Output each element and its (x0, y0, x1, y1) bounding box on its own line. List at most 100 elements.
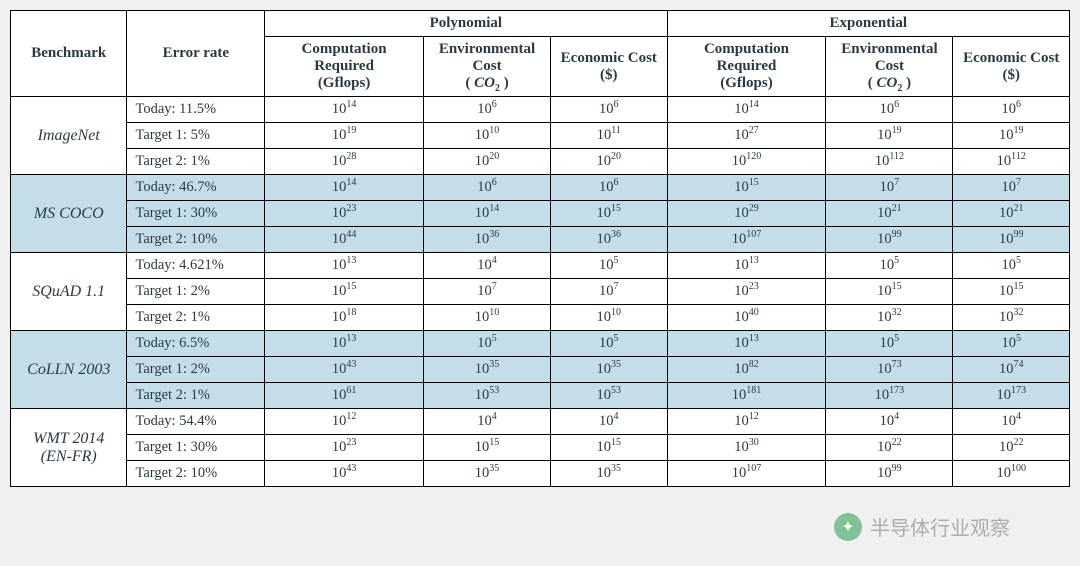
header-error-rate: Error rate (127, 11, 265, 97)
exp-env-cell: 106 (826, 97, 953, 123)
exp-env-cell: 1019 (826, 123, 953, 149)
poly-comp-cell: 1043 (265, 357, 424, 383)
poly-comp-cell: 1015 (265, 279, 424, 305)
exp-env-cell: 104 (826, 409, 953, 435)
error-rate-cell: Target 1: 2% (127, 357, 265, 383)
exp-env-cell: 105 (826, 253, 953, 279)
header-polynomial: Polynomial (265, 11, 667, 37)
exp-comp-cell: 10107 (667, 227, 826, 253)
poly-econ-cell: 1011 (551, 123, 667, 149)
poly-econ-cell: 106 (551, 175, 667, 201)
poly-econ-cell: 105 (551, 253, 667, 279)
exp-econ-cell: 10112 (953, 149, 1070, 175)
exp-econ-cell: 1032 (953, 305, 1070, 331)
error-rate-cell: Target 1: 30% (127, 201, 265, 227)
poly-env-cell: 1053 (423, 383, 550, 409)
exp-env-cell: 1021 (826, 201, 953, 227)
exp-env-cell: 1099 (826, 461, 953, 487)
exp-econ-cell: 1019 (953, 123, 1070, 149)
exp-comp-cell: 1013 (667, 253, 826, 279)
error-rate-cell: Target 2: 1% (127, 149, 265, 175)
poly-env-cell: 104 (423, 253, 550, 279)
exp-env-cell: 105 (826, 331, 953, 357)
error-rate-cell: Target 1: 2% (127, 279, 265, 305)
poly-env-cell: 104 (423, 409, 550, 435)
benchmark-name: WMT 2014 (EN-FR) (11, 409, 127, 487)
exp-env-cell: 1022 (826, 435, 953, 461)
poly-comp-cell: 1014 (265, 97, 424, 123)
table-row: Target 1: 2%104310351035108210731074 (11, 357, 1070, 383)
poly-comp-cell: 1044 (265, 227, 424, 253)
exp-comp-cell: 1082 (667, 357, 826, 383)
table-body: ImageNetToday: 11.5%10141061061014106106… (11, 97, 1070, 487)
poly-env-cell: 1014 (423, 201, 550, 227)
poly-comp-cell: 1023 (265, 201, 424, 227)
table-header: Benchmark Error rate Polynomial Exponent… (11, 11, 1070, 97)
header-benchmark: Benchmark (11, 11, 127, 97)
header-poly-comp: Computation Required(Gflops) (265, 37, 424, 97)
exp-econ-cell: 10173 (953, 383, 1070, 409)
exp-env-cell: 10173 (826, 383, 953, 409)
exp-comp-cell: 10107 (667, 461, 826, 487)
watermark: ✦ 半导体行业观察 (834, 512, 1010, 541)
poly-comp-cell: 1013 (265, 331, 424, 357)
exp-comp-cell: 1012 (667, 409, 826, 435)
poly-econ-cell: 1015 (551, 201, 667, 227)
poly-env-cell: 1010 (423, 305, 550, 331)
poly-comp-cell: 1061 (265, 383, 424, 409)
poly-comp-cell: 1012 (265, 409, 424, 435)
exp-econ-cell: 104 (953, 409, 1070, 435)
exp-env-cell: 10112 (826, 149, 953, 175)
exp-comp-cell: 10181 (667, 383, 826, 409)
benchmark-name: SQuAD 1.1 (11, 253, 127, 331)
table-row: Target 2: 10%1044103610361010710991099 (11, 227, 1070, 253)
header-poly-env: Environmental Cost( CO2 ) (423, 37, 550, 97)
watermark-text: 半导体行业观察 (870, 512, 1010, 541)
exp-comp-cell: 1030 (667, 435, 826, 461)
poly-econ-cell: 107 (551, 279, 667, 305)
table-row: Target 1: 5%101910101011102710191019 (11, 123, 1070, 149)
error-rate-cell: Today: 11.5% (127, 97, 265, 123)
exp-econ-cell: 1022 (953, 435, 1070, 461)
table-row: WMT 2014 (EN-FR)Today: 54.4%101210410410… (11, 409, 1070, 435)
exp-comp-cell: 1015 (667, 175, 826, 201)
error-rate-cell: Today: 4.621% (127, 253, 265, 279)
exp-comp-cell: 1013 (667, 331, 826, 357)
exp-econ-cell: 106 (953, 97, 1070, 123)
poly-econ-cell: 1010 (551, 305, 667, 331)
exp-comp-cell: 1023 (667, 279, 826, 305)
table-row: CoLLN 2003Today: 6.5%1013105105101310510… (11, 331, 1070, 357)
table-row: Target 2: 10%10431035103510107109910100 (11, 461, 1070, 487)
table-row: Target 1: 2%1015107107102310151015 (11, 279, 1070, 305)
poly-env-cell: 1035 (423, 461, 550, 487)
header-exponential: Exponential (667, 11, 1069, 37)
poly-env-cell: 105 (423, 331, 550, 357)
poly-comp-cell: 1014 (265, 175, 424, 201)
exp-comp-cell: 1040 (667, 305, 826, 331)
exp-econ-cell: 105 (953, 253, 1070, 279)
header-exp-env: Environmental Cost( CO2 ) (826, 37, 953, 97)
table-row: Target 2: 1%102810201020101201011210112 (11, 149, 1070, 175)
poly-econ-cell: 1015 (551, 435, 667, 461)
table-row: ImageNetToday: 11.5%10141061061014106106 (11, 97, 1070, 123)
table-row: SQuAD 1.1Today: 4.621%101310410510131051… (11, 253, 1070, 279)
exp-env-cell: 1015 (826, 279, 953, 305)
poly-econ-cell: 106 (551, 97, 667, 123)
error-rate-cell: Target 1: 30% (127, 435, 265, 461)
exp-comp-cell: 1029 (667, 201, 826, 227)
poly-econ-cell: 104 (551, 409, 667, 435)
benchmark-name: ImageNet (11, 97, 127, 175)
exp-env-cell: 1032 (826, 305, 953, 331)
poly-env-cell: 106 (423, 175, 550, 201)
benchmark-name: CoLLN 2003 (11, 331, 127, 409)
poly-env-cell: 1035 (423, 357, 550, 383)
header-exp-comp: Computation Required(Gflops) (667, 37, 826, 97)
poly-env-cell: 106 (423, 97, 550, 123)
table-row: MS COCOToday: 46.7%10141061061015107107 (11, 175, 1070, 201)
error-rate-cell: Target 1: 5% (127, 123, 265, 149)
poly-env-cell: 1036 (423, 227, 550, 253)
exp-comp-cell: 10120 (667, 149, 826, 175)
poly-econ-cell: 1036 (551, 227, 667, 253)
table-row: Target 2: 1%101810101010104010321032 (11, 305, 1070, 331)
poly-env-cell: 1020 (423, 149, 550, 175)
